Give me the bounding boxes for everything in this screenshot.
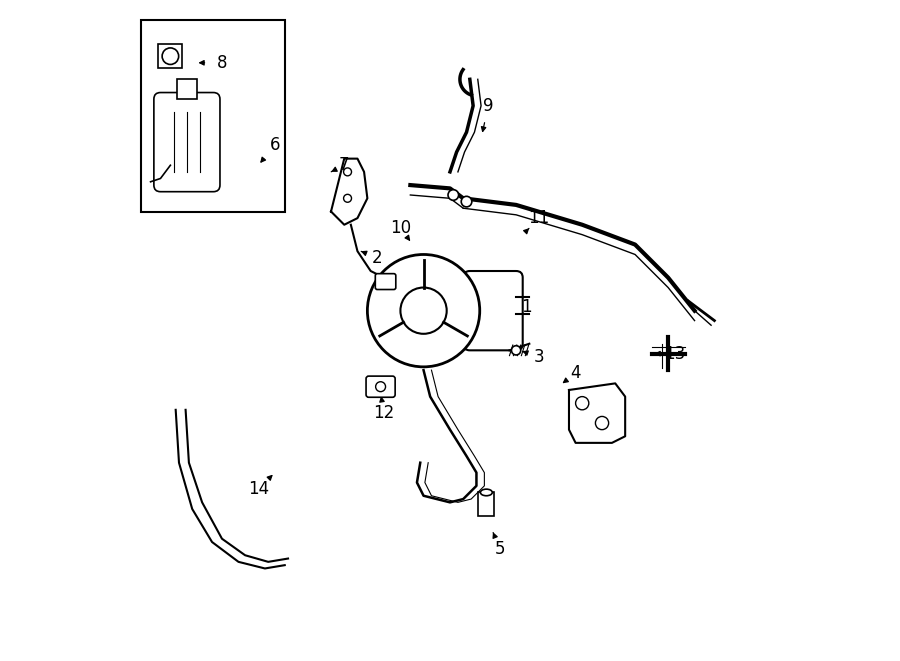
Text: 7: 7 [339, 156, 349, 175]
Bar [177, 79, 197, 99]
Ellipse shape [596, 416, 608, 430]
Ellipse shape [576, 397, 589, 410]
Text: 12: 12 [374, 404, 394, 422]
Bar [158, 44, 183, 68]
Ellipse shape [367, 254, 480, 367]
Text: 5: 5 [494, 539, 505, 558]
Ellipse shape [344, 168, 352, 176]
Text: 3: 3 [534, 348, 544, 366]
Text: 2: 2 [372, 249, 382, 267]
Text: 11: 11 [528, 209, 550, 227]
FancyBboxPatch shape [375, 274, 396, 290]
Polygon shape [569, 383, 625, 443]
Ellipse shape [448, 190, 459, 200]
Ellipse shape [511, 346, 521, 355]
Ellipse shape [400, 288, 446, 334]
Text: 4: 4 [571, 364, 580, 383]
FancyBboxPatch shape [154, 93, 220, 192]
Text: 9: 9 [483, 97, 493, 115]
Ellipse shape [375, 382, 385, 391]
Ellipse shape [461, 196, 472, 207]
Text: 14: 14 [248, 480, 269, 498]
Text: 13: 13 [664, 344, 686, 363]
Text: 6: 6 [270, 136, 280, 155]
Text: 8: 8 [217, 54, 227, 72]
Ellipse shape [162, 48, 179, 65]
FancyBboxPatch shape [464, 271, 523, 350]
Text: 1: 1 [521, 298, 531, 317]
Bar [140, 20, 284, 212]
FancyBboxPatch shape [366, 376, 395, 397]
Ellipse shape [481, 489, 492, 496]
Bar [479, 492, 494, 516]
Ellipse shape [344, 194, 352, 202]
Text: 10: 10 [390, 219, 411, 237]
